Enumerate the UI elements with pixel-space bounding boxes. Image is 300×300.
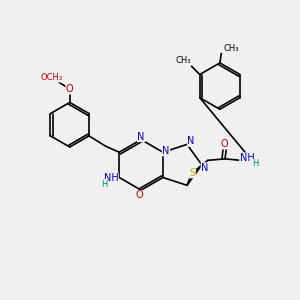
Text: O: O [136,190,143,200]
Text: N: N [162,146,169,156]
Text: CH₃: CH₃ [223,44,238,52]
Text: N: N [201,163,208,173]
Text: O: O [66,84,74,94]
Text: N: N [137,132,145,142]
Text: H: H [101,179,107,188]
Text: S: S [189,168,195,178]
Text: H: H [252,159,259,168]
Text: OCH₃: OCH₃ [40,73,62,82]
Text: O: O [220,139,228,149]
Text: NH: NH [103,173,118,183]
Text: N: N [188,136,195,146]
Text: CH₃: CH₃ [176,56,191,65]
Text: NH: NH [240,153,254,163]
